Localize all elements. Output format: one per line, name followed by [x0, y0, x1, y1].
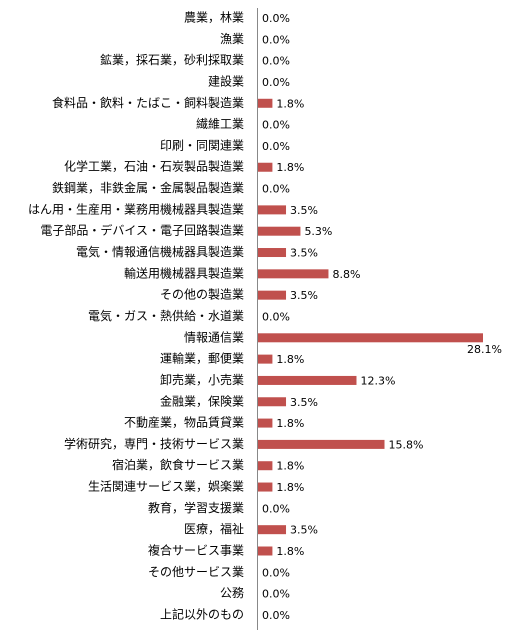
- bar: [258, 248, 287, 258]
- category-label: 公務: [220, 586, 244, 600]
- value-label: 0.0%: [262, 183, 290, 196]
- value-label: 0.0%: [262, 55, 290, 68]
- value-label: 1.8%: [276, 460, 304, 473]
- category-label: 電気・情報通信機械器具製造業: [76, 244, 244, 259]
- category-label: 金融業，保険業: [160, 393, 244, 408]
- value-label: 0.0%: [262, 140, 290, 153]
- bar: [258, 205, 287, 215]
- bar: [258, 439, 385, 449]
- bar: [258, 461, 273, 471]
- category-label: はん用・生産用・業務用機械器具製造業: [28, 201, 244, 216]
- bar: [258, 269, 329, 279]
- bar: [258, 375, 357, 385]
- value-label: 1.8%: [276, 353, 304, 366]
- category-label: 卸売業，小売業: [160, 372, 244, 387]
- value-label: 1.8%: [276, 545, 304, 558]
- value-label: 3.5%: [290, 396, 318, 409]
- value-label: 1.8%: [276, 97, 304, 110]
- category-label: 漁業: [220, 32, 244, 46]
- bar: [258, 333, 483, 343]
- category-label: 電子部品・デバイス・電子回路製造業: [40, 223, 244, 238]
- bar: [258, 226, 301, 236]
- category-label: 学術研究，専門・技術サービス業: [64, 436, 244, 451]
- value-label: 0.0%: [262, 502, 290, 515]
- bar: [258, 162, 273, 172]
- category-label: 医療，福祉: [184, 521, 244, 536]
- value-label: 0.0%: [262, 566, 290, 579]
- bar: [258, 482, 273, 492]
- category-label: 建設業: [208, 73, 244, 88]
- category-label: 不動産業，物品賃貸業: [124, 415, 244, 430]
- value-label: 0.0%: [262, 33, 290, 46]
- category-label: 生活関連サービス業，娯楽業: [88, 480, 244, 494]
- value-label: 1.8%: [276, 161, 304, 174]
- value-label: 3.5%: [290, 289, 318, 302]
- category-label: 上記以外のもの: [160, 606, 244, 621]
- value-label: 1.8%: [276, 417, 304, 430]
- category-label: 食料品・飲料・たばこ・飼料製造業: [52, 95, 244, 110]
- value-label: 3.5%: [290, 524, 318, 537]
- value-label: 15.8%: [389, 438, 424, 451]
- value-label: 0.0%: [262, 609, 290, 622]
- bar: [258, 98, 273, 108]
- value-label: 28.1%: [467, 343, 502, 356]
- category-label: 鉄鋼業，非鉄金属・金属製品製造業: [52, 180, 244, 195]
- value-label: 0.0%: [262, 310, 290, 323]
- category-label: 繊維工業: [196, 117, 244, 131]
- bar: [258, 290, 287, 300]
- category-label: 輸送用機械器具製造業: [124, 265, 244, 280]
- bar: [258, 418, 273, 428]
- category-label: 複合サービス事業: [148, 543, 244, 558]
- category-label: その他の製造業: [160, 288, 244, 302]
- value-label: 3.5%: [290, 204, 318, 217]
- category-label: 運輸業，郵便業: [160, 351, 244, 366]
- value-label: 12.3%: [360, 374, 395, 387]
- bar: [258, 546, 273, 556]
- bar: [258, 397, 287, 407]
- category-label: 農業，林業: [184, 11, 244, 25]
- category-label: 宿泊業，飲食サービス業: [112, 457, 244, 472]
- category-label: 教育，学習支援業: [148, 500, 244, 515]
- category-label: その他サービス業: [148, 565, 244, 579]
- category-label: 電気・ガス・熱供給・水道業: [88, 308, 244, 323]
- value-label: 0.0%: [262, 12, 290, 25]
- value-label: 0.0%: [262, 76, 290, 89]
- bar: [258, 525, 287, 535]
- value-label: 8.8%: [332, 268, 360, 281]
- value-label: 0.0%: [262, 588, 290, 601]
- value-label: 3.5%: [290, 247, 318, 260]
- value-label: 0.0%: [262, 119, 290, 132]
- value-label: 5.3%: [304, 225, 332, 238]
- category-label: 鉱業，採石業，砂利採取業: [100, 52, 244, 67]
- bar: [258, 354, 273, 364]
- value-label: 1.8%: [276, 481, 304, 494]
- category-label: 印刷・同関連業: [160, 138, 244, 152]
- category-label: 化学工業，石油・石炭製品製造業: [64, 159, 244, 174]
- category-label: 情報通信業: [184, 330, 244, 344]
